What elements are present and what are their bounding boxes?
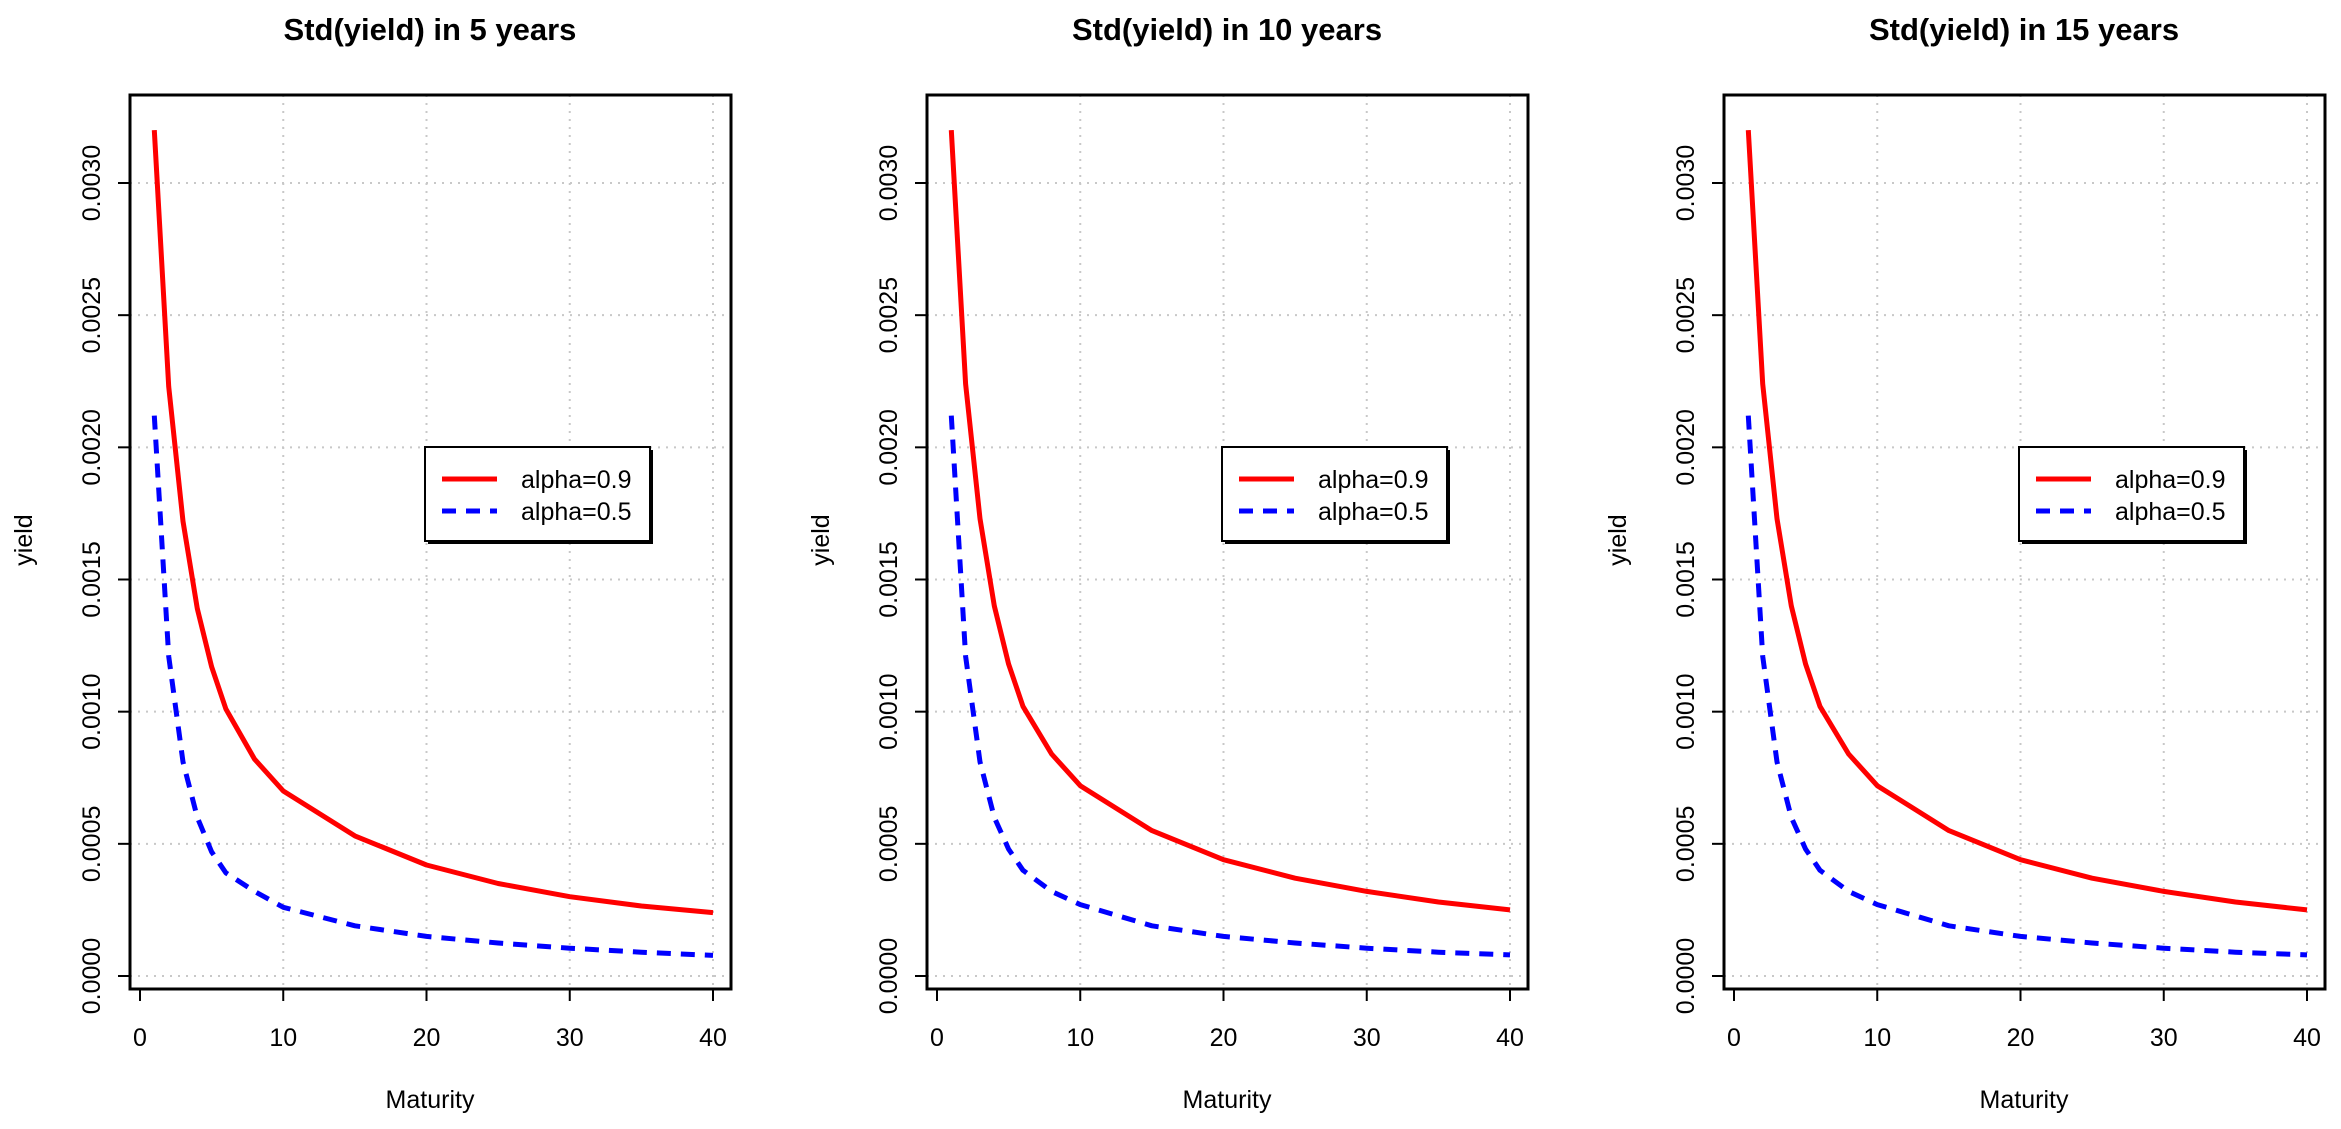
legend-label: alpha=0.9 xyxy=(521,466,632,494)
x-tick-label: 30 xyxy=(1353,1024,1381,1052)
x-tick-label: 10 xyxy=(269,1024,297,1052)
x-tick-label: 40 xyxy=(2293,1024,2321,1052)
x-tick-label: 10 xyxy=(1066,1024,1094,1052)
series-line-alpha-0-9 xyxy=(1745,129,2308,913)
y-tick-label: 0.0000 xyxy=(1672,938,1700,1014)
legend: alpha=0.9 alpha=0.5 xyxy=(424,446,653,544)
chart-title: Std(yield) in 5 years xyxy=(284,12,577,47)
y-tick-label: 0.0005 xyxy=(78,806,106,882)
y-tick-label: 0.0005 xyxy=(1672,806,1700,882)
legend: alpha=0.9 alpha=0.5 xyxy=(2018,446,2247,544)
y-tick-label: 0.0010 xyxy=(1672,673,1700,749)
x-tick-label: 0 xyxy=(1727,1024,1741,1052)
y-axis-label: yield xyxy=(1604,514,1632,565)
y-axis-label: yield xyxy=(10,514,38,565)
y-tick-label: 0.0000 xyxy=(78,938,106,1014)
y-tick-label: 0.0015 xyxy=(78,541,106,617)
x-axis-label: Maturity xyxy=(1183,1086,1272,1114)
y-tick-label: 0.0010 xyxy=(78,673,106,749)
plot-frame xyxy=(1722,93,2327,991)
chart-panel-3: 0 10 20 30 40 0.0000 0.0005 0.0010 0.0015 0.0020 0… xyxy=(1604,12,2327,1114)
chart-title: Std(yield) in 15 years xyxy=(1869,12,2179,47)
y-tick-label: 0.0025 xyxy=(1672,277,1700,353)
chart-panel-2: 0 10 20 30 40 0.0000 0.0005 0.0010 0.0015 0.0020 0… xyxy=(807,12,1530,1114)
y-tick-label: 0.0010 xyxy=(875,673,903,749)
legend-label: alpha=0.5 xyxy=(521,498,632,526)
y-tick-label: 0.0020 xyxy=(78,409,106,485)
y-tick-label: 0.0020 xyxy=(1672,409,1700,485)
y-tick-label: 0.0025 xyxy=(78,277,106,353)
x-axis-label: Maturity xyxy=(386,1086,475,1114)
legend-label: alpha=0.9 xyxy=(1318,466,1429,494)
plot-frame xyxy=(128,93,733,991)
series-line-alpha-0-9 xyxy=(151,129,714,916)
y-tick-label: 0.0000 xyxy=(875,938,903,1014)
x-tick-label: 20 xyxy=(413,1024,441,1052)
y-tick-label: 0.0030 xyxy=(1672,145,1700,221)
x-tick-label: 40 xyxy=(1496,1024,1524,1052)
y-tick-label: 0.0015 xyxy=(875,541,903,617)
y-tick-label: 0.0030 xyxy=(78,145,106,221)
legend-box xyxy=(1221,446,1448,542)
series-line-alpha-0-5 xyxy=(1745,415,2308,958)
series-line-alpha-0-5 xyxy=(948,415,1511,958)
x-tick-label: 0 xyxy=(930,1024,944,1052)
legend-box xyxy=(2018,446,2245,542)
y-axis-label: yield xyxy=(807,514,835,565)
x-tick-label: 0 xyxy=(133,1024,147,1052)
x-tick-label: 40 xyxy=(699,1024,727,1052)
y-tick-label: 0.0020 xyxy=(875,409,903,485)
x-tick-label: 20 xyxy=(1210,1024,1238,1052)
chart-title: Std(yield) in 10 years xyxy=(1072,12,1382,47)
x-tick-label: 20 xyxy=(2007,1024,2035,1052)
x-tick-label: 10 xyxy=(1863,1024,1891,1052)
y-tick-label: 0.0005 xyxy=(875,806,903,882)
legend-label: alpha=0.5 xyxy=(1318,498,1429,526)
legend-label: alpha=0.9 xyxy=(2115,466,2226,494)
y-tick-label: 0.0030 xyxy=(875,145,903,221)
x-tick-label: 30 xyxy=(556,1024,584,1052)
series-line-alpha-0-9 xyxy=(948,129,1511,913)
plot-frame xyxy=(925,93,1530,991)
legend: alpha=0.9 alpha=0.5 xyxy=(1221,446,1450,544)
legend-box xyxy=(424,446,651,542)
x-tick-label: 30 xyxy=(2150,1024,2178,1052)
y-tick-label: 0.0015 xyxy=(1672,541,1700,617)
x-axis-label: Maturity xyxy=(1980,1086,2069,1114)
chart-panel-1: 0 10 20 30 40 0.0000 0.0005 0.0010 0.0015 0.0020 0… xyxy=(10,12,733,1114)
legend-label: alpha=0.5 xyxy=(2115,498,2226,526)
y-tick-label: 0.0025 xyxy=(875,277,903,353)
